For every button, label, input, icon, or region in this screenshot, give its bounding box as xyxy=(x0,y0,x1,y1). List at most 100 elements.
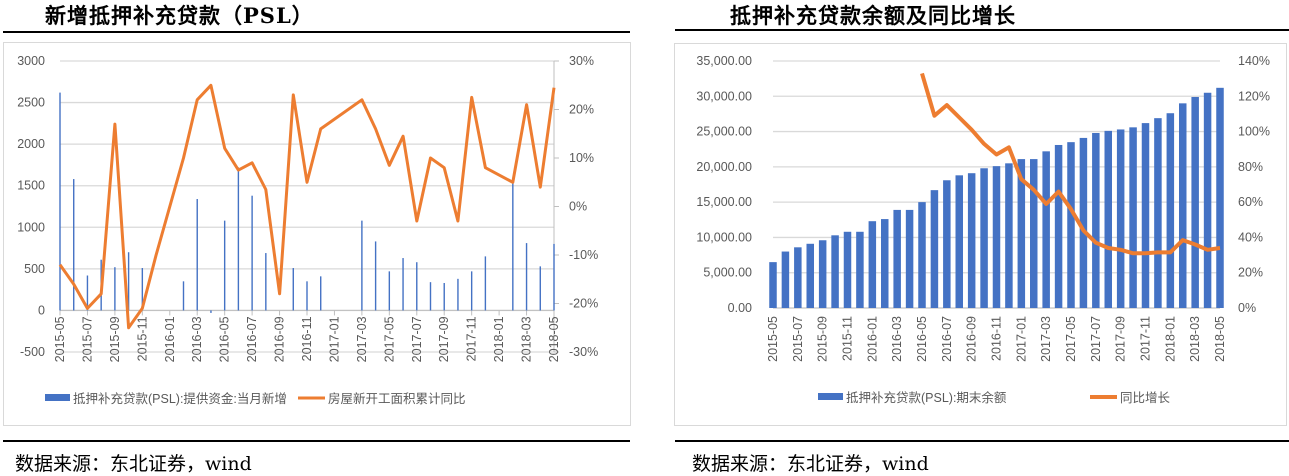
left-x-tick-label: 2017-07 xyxy=(410,316,424,362)
right-left-tick-label: 0.00 xyxy=(728,301,752,315)
left-bar xyxy=(457,278,459,311)
right-x-tick-label: 2015-05 xyxy=(766,316,780,362)
left-line-series xyxy=(58,83,556,330)
right-bar xyxy=(843,231,852,308)
left-left-tick-label: 0 xyxy=(38,303,45,317)
right-bar xyxy=(930,190,939,308)
left-bar xyxy=(553,243,555,311)
left-right-tick-label: 0% xyxy=(569,200,587,214)
left-x-tick-label: 2016-07 xyxy=(245,316,259,362)
left-x-tick-label: 2015-09 xyxy=(108,316,122,362)
left-x-tick-label: 2017-05 xyxy=(382,316,396,362)
left-bar xyxy=(470,271,473,311)
right-left-tick-label: 30,000.00 xyxy=(696,89,752,103)
left-chart-title: 新增抵押补充贷款（PSL） xyxy=(45,3,314,28)
right-x-tick-label: 2017-07 xyxy=(1089,316,1103,362)
left-right-tick-label: -20% xyxy=(569,297,598,311)
left-bar xyxy=(484,256,487,311)
left-source-rule xyxy=(3,440,630,442)
left-left-tick-label: 1500 xyxy=(17,179,45,193)
right-x-tick-label: 2018-05 xyxy=(1213,316,1227,362)
right-x-tick-label: 2015-11 xyxy=(841,316,855,361)
right-left-tick-label: 25,000.00 xyxy=(696,125,752,139)
right-bar xyxy=(980,168,988,308)
left-left-tick-label: 3000 xyxy=(17,54,45,68)
right-x-tick-label: 2018-03 xyxy=(1188,316,1202,362)
right-bar xyxy=(1203,92,1212,308)
left-bar xyxy=(361,220,363,311)
right-bar xyxy=(893,209,901,308)
left-x-tick-label: 2018-05 xyxy=(547,316,561,362)
left-x-tick-label: 2016-03 xyxy=(190,316,204,362)
right-bar xyxy=(1092,132,1100,308)
left-left-tick-label: -500 xyxy=(20,345,45,359)
right-bar xyxy=(881,219,889,308)
right-legend-line-label: 同比增长 xyxy=(1120,390,1171,405)
right-bar xyxy=(769,262,777,308)
right-bar xyxy=(1116,129,1125,308)
right-x-tick-label: 2016-01 xyxy=(865,316,879,362)
left-bar xyxy=(512,182,514,311)
left-bar xyxy=(210,310,212,313)
left-x-tick-label: 2016-01 xyxy=(163,316,177,362)
right-legend-bar-swatch xyxy=(818,393,843,400)
left-x-tick-label: 2017-01 xyxy=(327,316,341,362)
left-bar xyxy=(539,266,541,311)
right-bar xyxy=(992,166,1001,308)
left-bar xyxy=(114,267,116,311)
left-x-tick-label: 2015-07 xyxy=(80,316,94,362)
left-left-tick-label: 2000 xyxy=(17,137,45,151)
right-bar xyxy=(943,180,951,308)
left-bar xyxy=(251,195,253,311)
right-bar xyxy=(1179,103,1187,308)
right-bar xyxy=(918,202,926,308)
right-bar xyxy=(955,175,963,308)
left-x-tick-label: 2016-09 xyxy=(273,316,287,362)
right-x-tick-label: 2016-11 xyxy=(990,316,1004,361)
right-right-tick-label: 100% xyxy=(1238,125,1270,139)
right-left-tick-label: 20,000.00 xyxy=(696,160,752,174)
right-x-tick-label: 2017-11 xyxy=(1139,316,1153,361)
right-chart-title: 抵押补充贷款余额及同比增长 xyxy=(730,3,1016,28)
right-bar xyxy=(1054,144,1063,308)
right-x-tick-label: 2016-05 xyxy=(915,316,929,362)
right-x-tick-label: 2017-01 xyxy=(1014,316,1028,362)
right-bar xyxy=(1141,123,1150,308)
left-x-tick-label: 2016-05 xyxy=(218,316,232,362)
left-bar xyxy=(443,282,445,311)
left-bar xyxy=(429,282,432,311)
left-x-tick-label: 2015-11 xyxy=(135,316,149,361)
right-x-tick-label: 2015-09 xyxy=(816,316,830,362)
right-x-tick-label: 2016-09 xyxy=(965,316,979,362)
left-bar xyxy=(182,281,185,311)
right-x-tick-label: 2017-09 xyxy=(1114,316,1128,362)
right-bar xyxy=(806,243,814,308)
left-bar xyxy=(402,258,404,311)
left-x-tick-label: 2018-01 xyxy=(492,316,506,362)
left-x-tick-label: 2016-11 xyxy=(300,316,314,361)
right-right-tick-label: 140% xyxy=(1238,54,1270,68)
left-bar xyxy=(141,268,144,311)
left-bar xyxy=(223,220,226,311)
right-bar xyxy=(1129,127,1137,308)
left-legend-bar-swatch xyxy=(45,394,70,401)
right-bar xyxy=(1030,159,1038,308)
left-bar xyxy=(292,268,294,311)
right-source-text: 数据来源：东北证券，wind xyxy=(692,453,929,475)
right-right-tick-label: 60% xyxy=(1238,195,1263,209)
right-x-tick-label: 2017-05 xyxy=(1064,316,1078,362)
right-right-tick-label: 80% xyxy=(1238,160,1263,174)
right-bar xyxy=(1216,87,1224,309)
right-right-tick-label: 40% xyxy=(1238,230,1263,244)
left-bar xyxy=(196,199,198,311)
left-x-tick-label: 2017-09 xyxy=(437,316,451,362)
left-source-text: 数据来源：东北证券，wind xyxy=(15,453,252,475)
right-bar xyxy=(1154,118,1162,308)
left-bar xyxy=(525,243,528,311)
left-bar xyxy=(59,92,61,311)
left-x-tick-label: 2017-11 xyxy=(465,316,479,361)
right-right-tick-label: 20% xyxy=(1238,266,1263,280)
left-right-tick-label: -30% xyxy=(569,345,598,359)
right-right-tick-label: 0% xyxy=(1238,301,1256,315)
